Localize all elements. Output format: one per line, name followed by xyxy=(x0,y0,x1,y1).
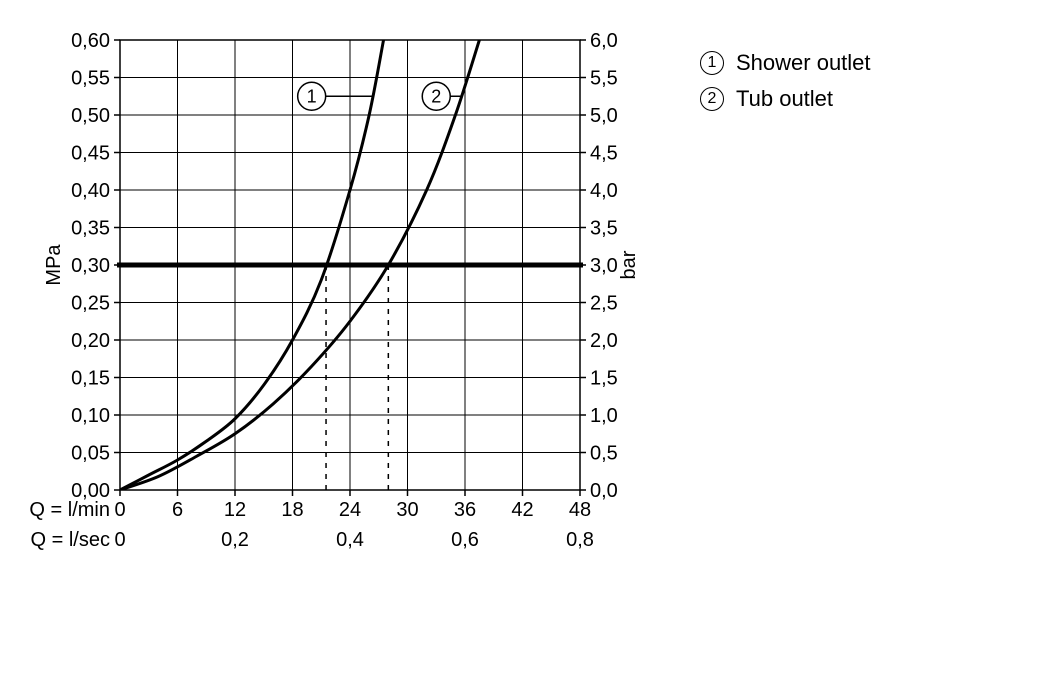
svg-text:42: 42 xyxy=(511,499,533,521)
svg-text:2,0: 2,0 xyxy=(590,330,618,352)
svg-text:1,5: 1,5 xyxy=(590,368,618,390)
svg-text:4,5: 4,5 xyxy=(590,143,618,165)
svg-text:MPa: MPa xyxy=(43,244,65,286)
svg-text:2,5: 2,5 xyxy=(590,293,618,315)
legend-label: Shower outlet xyxy=(736,50,871,76)
svg-text:0,5: 0,5 xyxy=(590,443,618,465)
svg-text:Q = l/min: Q = l/min xyxy=(30,499,110,521)
svg-text:0,60: 0,60 xyxy=(71,30,110,52)
svg-text:36: 36 xyxy=(454,499,476,521)
svg-text:3,0: 3,0 xyxy=(590,255,618,277)
chart-svg: 0,000,050,100,150,200,250,300,350,400,45… xyxy=(30,30,670,590)
svg-text:Q = l/sec: Q = l/sec xyxy=(31,529,110,551)
svg-text:2: 2 xyxy=(431,86,441,106)
svg-text:0,15: 0,15 xyxy=(71,368,110,390)
svg-text:3,5: 3,5 xyxy=(590,218,618,240)
svg-text:0: 0 xyxy=(114,499,125,521)
svg-text:0,8: 0,8 xyxy=(566,529,594,551)
svg-text:0,6: 0,6 xyxy=(451,529,479,551)
svg-text:0,0: 0,0 xyxy=(590,480,618,502)
svg-text:1: 1 xyxy=(307,86,317,106)
svg-text:30: 30 xyxy=(396,499,418,521)
svg-text:18: 18 xyxy=(281,499,303,521)
legend-badge-2: 2 xyxy=(700,87,724,111)
svg-text:5,0: 5,0 xyxy=(590,105,618,127)
svg-text:0,40: 0,40 xyxy=(71,180,110,202)
svg-text:0,45: 0,45 xyxy=(71,143,110,165)
legend-badge-1: 1 xyxy=(700,51,724,75)
svg-text:24: 24 xyxy=(339,499,361,521)
svg-text:0,55: 0,55 xyxy=(71,68,110,90)
svg-text:bar: bar xyxy=(618,250,640,279)
svg-text:0,20: 0,20 xyxy=(71,330,110,352)
svg-text:0,25: 0,25 xyxy=(71,293,110,315)
svg-text:4,0: 4,0 xyxy=(590,180,618,202)
svg-text:0,05: 0,05 xyxy=(71,443,110,465)
legend-label: Tub outlet xyxy=(736,86,833,112)
svg-text:0,10: 0,10 xyxy=(71,405,110,427)
flow-pressure-chart: 0,000,050,100,150,200,250,300,350,400,45… xyxy=(30,30,670,595)
svg-text:6: 6 xyxy=(172,499,183,521)
svg-text:48: 48 xyxy=(569,499,591,521)
svg-text:0: 0 xyxy=(114,529,125,551)
chart-legend: 1 Shower outlet 2 Tub outlet xyxy=(700,50,871,122)
svg-text:0,30: 0,30 xyxy=(71,255,110,277)
svg-text:0,4: 0,4 xyxy=(336,529,364,551)
svg-text:0,50: 0,50 xyxy=(71,105,110,127)
svg-text:0,2: 0,2 xyxy=(221,529,249,551)
svg-text:1,0: 1,0 xyxy=(590,405,618,427)
legend-item: 2 Tub outlet xyxy=(700,86,871,112)
legend-item: 1 Shower outlet xyxy=(700,50,871,76)
svg-text:6,0: 6,0 xyxy=(590,30,618,52)
svg-text:12: 12 xyxy=(224,499,246,521)
svg-text:0,35: 0,35 xyxy=(71,218,110,240)
svg-text:5,5: 5,5 xyxy=(590,68,618,90)
